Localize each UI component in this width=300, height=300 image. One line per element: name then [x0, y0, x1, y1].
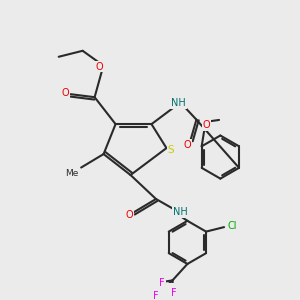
Text: O: O [184, 140, 191, 150]
Text: Me: Me [65, 169, 79, 178]
Text: NH: NH [171, 98, 186, 108]
Text: NH: NH [173, 207, 188, 218]
Text: F: F [153, 291, 159, 300]
Text: O: O [125, 210, 133, 220]
Text: F: F [159, 278, 165, 288]
Text: O: O [61, 88, 69, 98]
Text: Cl: Cl [228, 220, 237, 231]
Text: O: O [203, 120, 210, 130]
Text: S: S [168, 145, 174, 154]
Text: F: F [171, 288, 177, 298]
Text: O: O [96, 62, 103, 72]
